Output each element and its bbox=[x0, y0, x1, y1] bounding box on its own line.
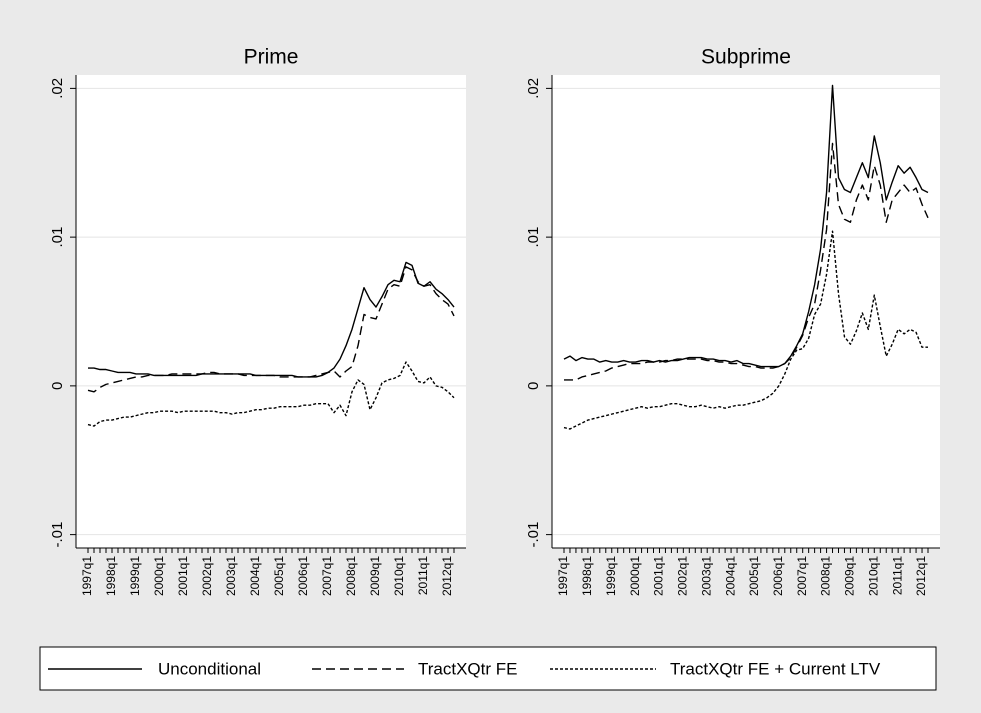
x-tick-label: 1998q1 bbox=[104, 556, 118, 596]
x-tick-label: 2010q1 bbox=[866, 556, 880, 596]
y-tick-label: 0 bbox=[525, 382, 542, 390]
x-tick-label: 2005q1 bbox=[272, 556, 286, 596]
x-tick-label: 2008q1 bbox=[819, 556, 833, 596]
x-tick-label: 2011q1 bbox=[890, 556, 904, 595]
series-line bbox=[87, 361, 455, 427]
plot-area bbox=[76, 75, 466, 548]
x-tick-label: 2006q1 bbox=[296, 556, 310, 596]
plot-area bbox=[552, 75, 940, 548]
series-line bbox=[563, 84, 929, 368]
legend-label: Unconditional bbox=[158, 659, 261, 678]
x-tick-label: 2002q1 bbox=[676, 556, 690, 596]
x-tick-label: 2009q1 bbox=[368, 556, 382, 596]
x-tick-label: 2008q1 bbox=[344, 556, 358, 596]
x-tick-label: 2001q1 bbox=[176, 556, 190, 596]
y-tick-label: .01 bbox=[49, 227, 66, 248]
legend-box bbox=[39, 646, 937, 691]
x-tick-label: 2000q1 bbox=[628, 556, 642, 596]
x-tick-label: 1997q1 bbox=[556, 556, 570, 596]
x-tick-label: 2012q1 bbox=[914, 556, 928, 596]
x-tick-label: 2001q1 bbox=[652, 556, 666, 596]
x-tick-label: 2007q1 bbox=[320, 556, 334, 596]
x-tick-label: 2003q1 bbox=[699, 556, 713, 596]
legend-label: TractXQtr FE bbox=[418, 659, 518, 678]
x-tick-label: 2007q1 bbox=[795, 556, 809, 596]
series-line bbox=[564, 142, 929, 381]
y-tick-label: -.01 bbox=[525, 522, 542, 548]
x-tick-label: 2004q1 bbox=[248, 556, 262, 596]
series-line bbox=[87, 266, 455, 393]
x-tick-label: 2003q1 bbox=[224, 556, 238, 596]
x-tick-label: 1997q1 bbox=[80, 556, 94, 596]
y-tick-label: .02 bbox=[525, 78, 542, 99]
x-tick-label: 2006q1 bbox=[771, 556, 785, 596]
x-tick-label: 2012q1 bbox=[440, 556, 454, 596]
y-tick-label: .01 bbox=[525, 227, 542, 248]
x-tick-label: 2000q1 bbox=[152, 556, 166, 596]
x-tick-label: 2011q1 bbox=[416, 556, 430, 595]
x-tick-label: 1999q1 bbox=[604, 556, 618, 596]
x-tick-label: 2009q1 bbox=[843, 556, 857, 596]
panel-title: Prime bbox=[244, 46, 299, 69]
y-tick-label: .02 bbox=[49, 78, 66, 99]
y-tick-label: -.01 bbox=[49, 522, 66, 548]
x-tick-label: 2002q1 bbox=[200, 556, 214, 596]
legend-label: TractXQtr FE + Current LTV bbox=[670, 659, 881, 678]
y-tick-label: 0 bbox=[49, 382, 66, 390]
x-tick-label: 2010q1 bbox=[392, 556, 406, 596]
x-tick-label: 2004q1 bbox=[723, 556, 737, 596]
x-tick-label: 1998q1 bbox=[580, 556, 594, 596]
x-tick-label: 1999q1 bbox=[128, 556, 142, 596]
x-tick-label: 2005q1 bbox=[747, 556, 761, 596]
panel-title: Subprime bbox=[701, 46, 791, 69]
